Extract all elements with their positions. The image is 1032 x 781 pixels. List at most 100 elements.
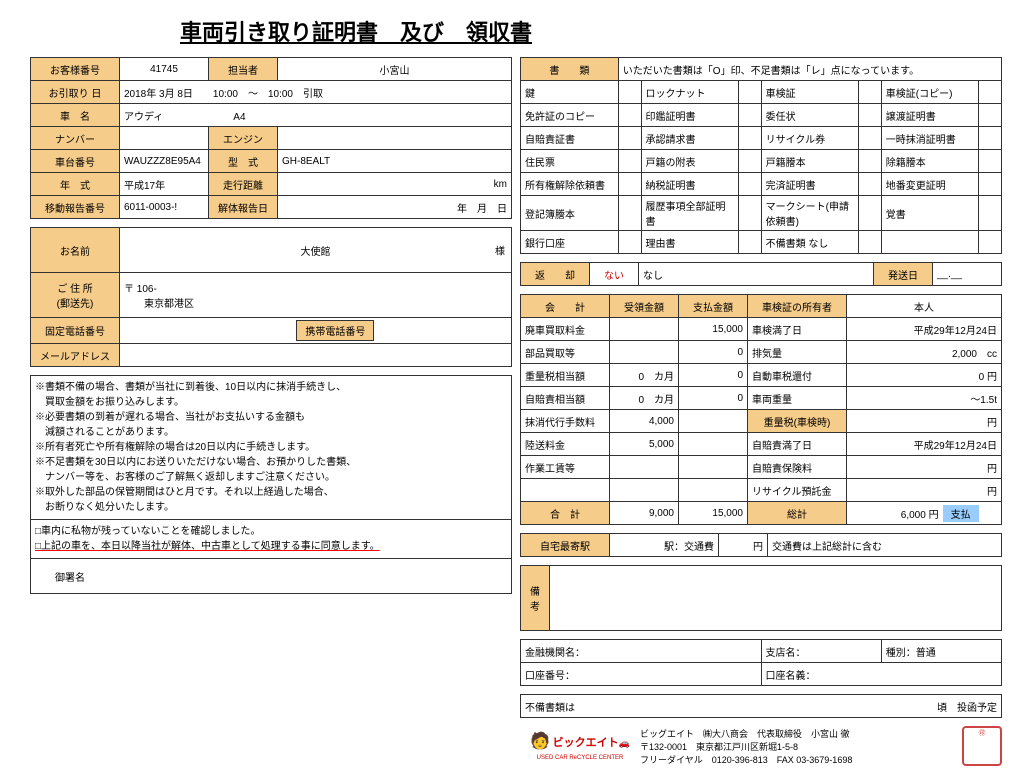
def-lbl: 不備書類は <box>521 695 590 718</box>
notes: ※書類不備の場合、書類が当社に到着後、10日以内に抹消手続きし、 買取金額をお振… <box>31 376 512 520</box>
doc-item: 戸籍謄本 <box>761 150 858 173</box>
doc-check[interactable] <box>618 127 641 150</box>
doc-check[interactable] <box>618 231 641 254</box>
engine <box>278 127 512 150</box>
acc-val2: 〜1.5t <box>847 387 1002 410</box>
doc-check[interactable] <box>618 104 641 127</box>
doc-item: 地番変更証明 <box>881 173 978 196</box>
acc-key2: リサイクル預託金 <box>748 479 847 502</box>
mail-lbl: メールアドレス <box>31 344 120 367</box>
doc-item: 一時抹消証明書 <box>881 127 978 150</box>
acc-pay <box>679 410 748 433</box>
acc-recv: 4,000 <box>610 410 679 433</box>
cb1[interactable]: □車内に私物が残っていないことを確認しました。 <box>35 524 507 539</box>
acc-pay: 0 <box>679 364 748 387</box>
acc-recv: 0 カ月 <box>610 387 679 410</box>
doc-check[interactable] <box>618 196 641 231</box>
moverep: 6011-0003-! <box>120 196 209 219</box>
doc-check[interactable] <box>738 231 761 254</box>
mileage: km <box>278 173 512 196</box>
acc-pay <box>679 479 748 502</box>
moverep-lbl: 移動報告番号 <box>31 196 120 219</box>
mail <box>120 344 512 367</box>
doc-check[interactable] <box>859 150 882 173</box>
addr-lbl: ご 住 所 (郵送先) <box>31 273 120 318</box>
tel-mob: 携帯電話番号 <box>120 318 512 344</box>
doc-check[interactable] <box>979 173 1002 196</box>
doc-check[interactable] <box>979 150 1002 173</box>
acc-c2: 支払金額 <box>679 295 748 318</box>
doc-item: 戸籍の附表 <box>641 150 738 173</box>
acc-val2: 0 円 <box>847 364 1002 387</box>
doc-check[interactable] <box>979 81 1002 104</box>
customer-info: お名前 大使館様 ご 住 所 (郵送先) 〒 106- 東京都港区 固定電話番号… <box>30 227 512 367</box>
doc-note: いただいた書類は「O」印、不足書類は「レ」点になっています。 <box>618 58 1001 81</box>
acc-val2: 円 <box>847 479 1002 502</box>
ret-lbl: 返 却 <box>521 263 590 286</box>
doc-check[interactable] <box>738 127 761 150</box>
acc-key2: 自賠責保険料 <box>748 456 847 479</box>
ret-nashi: なし <box>639 263 874 286</box>
doc-check[interactable] <box>979 127 1002 150</box>
doc-check[interactable] <box>618 81 641 104</box>
doc-item: 履歴事項全部証明書 <box>641 196 738 231</box>
acc-key2: 車両重量 <box>748 387 847 410</box>
doc-check[interactable] <box>859 127 882 150</box>
doc-item: 車検証(コピー) <box>881 81 978 104</box>
doc-item: 委任状 <box>761 104 858 127</box>
acc-owner: 本人 <box>847 295 1002 318</box>
footer: 🧑 ビックエイト🚗 USED CAR ReCYCLE CENTER ビッグエイト… <box>520 726 1002 766</box>
carname-lbl: 車 名 <box>31 104 120 127</box>
doc-check[interactable] <box>738 104 761 127</box>
doc-check[interactable] <box>859 81 882 104</box>
doc-check[interactable] <box>859 104 882 127</box>
model-lbl: 型 式 <box>209 150 278 173</box>
notes-box: ※書類不備の場合、書類が当社に到着後、10日以内に抹消手続きし、 買取金額をお振… <box>30 375 512 594</box>
acc-key2: 自賠責満了日 <box>748 433 847 456</box>
doc-hdr: 書 類 <box>521 58 619 81</box>
acc-key: 作業工賃等 <box>521 456 610 479</box>
chassis-lbl: 車台番号 <box>31 150 120 173</box>
doc-check[interactable] <box>738 81 761 104</box>
cb2[interactable]: □上記の車を、本日以降当社が解体、中古車として処理する事に同意します。 <box>35 539 507 554</box>
cust-no-lbl: お客様番号 <box>31 58 120 81</box>
doc-table: 書 類 いただいた書類は「O」印、不足書類は「レ」点になっています。 鍵ロックナ… <box>520 57 1002 254</box>
doc-item: 譲渡証明書 <box>881 104 978 127</box>
number-lbl: ナンバー <box>31 127 120 150</box>
doc-check[interactable] <box>738 150 761 173</box>
chassis: WAUZZZ8E95A4 <box>120 150 209 173</box>
doc-check[interactable] <box>738 173 761 196</box>
remark-lbl: 備 考 <box>521 566 550 631</box>
doc-check[interactable] <box>979 231 1002 254</box>
doc-check[interactable] <box>859 173 882 196</box>
acc-c1: 受領金額 <box>610 295 679 318</box>
pickup-lbl: お引取り 日 <box>31 81 120 104</box>
acc-key: 部品買取等 <box>521 341 610 364</box>
doc-check[interactable] <box>979 104 1002 127</box>
doc-check[interactable] <box>618 150 641 173</box>
vehicle-info: お客様番号 41745 担当者 小宮山 お引取り 日 2018年 3月 8日 1… <box>30 57 512 219</box>
doc-check[interactable] <box>859 196 882 231</box>
acc-pay <box>679 433 748 456</box>
acc-recv <box>610 341 679 364</box>
doc-check[interactable] <box>618 173 641 196</box>
addr: 〒 106- 東京都港区 <box>120 273 512 318</box>
acc-recv: 5,000 <box>610 433 679 456</box>
acc-key <box>521 479 610 502</box>
doc-check[interactable] <box>859 231 882 254</box>
sta-yen: 円 <box>719 534 768 557</box>
acc-key: 自賠責相当額 <box>521 387 610 410</box>
doc-item: 完済証明書 <box>761 173 858 196</box>
engine-lbl: エンジン <box>209 127 278 150</box>
doc-item: リサイクル券 <box>761 127 858 150</box>
model: GH-8EALT <box>278 150 512 173</box>
doc-check[interactable] <box>738 196 761 231</box>
acc-hdr: 会 計 <box>521 295 610 318</box>
mileage-lbl: 走行距離 <box>209 173 278 196</box>
doc-check[interactable] <box>979 196 1002 231</box>
acc-pay: 15,000 <box>679 318 748 341</box>
remark-body <box>550 566 1002 631</box>
acc-recv <box>610 318 679 341</box>
acc-key2: 自動車税還付 <box>748 364 847 387</box>
doc-item: 車検証 <box>761 81 858 104</box>
